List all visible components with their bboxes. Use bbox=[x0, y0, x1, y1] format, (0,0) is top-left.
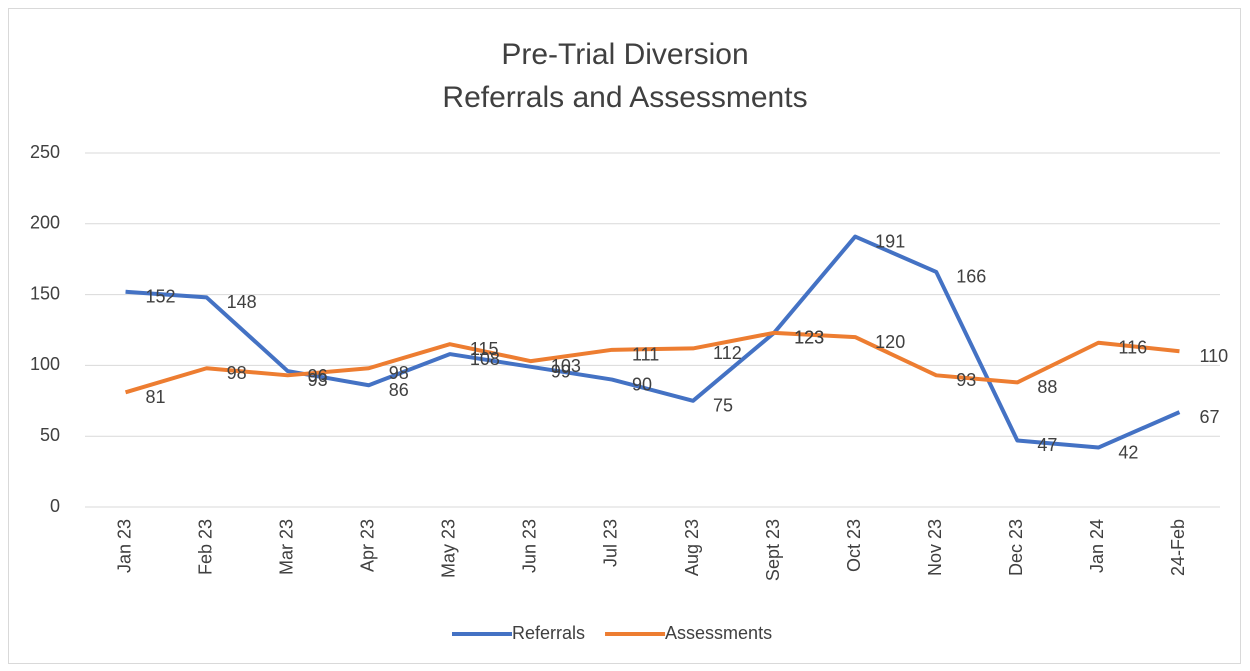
data-label: 148 bbox=[227, 292, 257, 312]
x-tick-label: Jul 23 bbox=[601, 519, 621, 567]
chart-frame bbox=[8, 8, 1241, 664]
x-tick-label: Jan 24 bbox=[1087, 519, 1107, 573]
y-tick-label: 150 bbox=[30, 283, 60, 303]
data-label: 75 bbox=[713, 396, 733, 416]
x-tick-label: May 23 bbox=[439, 519, 459, 578]
legend-label: Assessments bbox=[665, 623, 772, 643]
data-label: 42 bbox=[1118, 442, 1138, 462]
data-label: 120 bbox=[875, 332, 905, 352]
data-label: 86 bbox=[389, 380, 409, 400]
data-label: 112 bbox=[713, 343, 742, 363]
data-label: 47 bbox=[1037, 435, 1057, 455]
data-label: 88 bbox=[1037, 377, 1057, 397]
data-label: 81 bbox=[146, 387, 166, 407]
legend-label: Referrals bbox=[512, 623, 585, 643]
x-tick-label: Nov 23 bbox=[925, 519, 945, 576]
x-tick-label: Dec 23 bbox=[1006, 519, 1026, 576]
x-tick-label: Sept 23 bbox=[763, 519, 783, 581]
data-label: 90 bbox=[632, 374, 652, 394]
y-tick-label: 0 bbox=[50, 496, 60, 516]
x-tick-label: Oct 23 bbox=[844, 519, 864, 572]
data-label: 93 bbox=[956, 370, 976, 390]
y-tick-label: 200 bbox=[30, 213, 60, 233]
x-tick-label: 24-Feb bbox=[1168, 519, 1188, 576]
data-label: 123 bbox=[794, 328, 824, 348]
chart-subtitle: Referrals and Assessments bbox=[442, 81, 807, 114]
data-label: 99 bbox=[551, 362, 571, 382]
x-tick-label: Jan 23 bbox=[114, 519, 134, 573]
y-tick-label: 100 bbox=[30, 354, 60, 374]
data-label: 166 bbox=[956, 267, 986, 287]
data-label: 152 bbox=[146, 287, 176, 307]
data-label: 115 bbox=[470, 339, 499, 359]
data-label: 111 bbox=[632, 345, 659, 365]
y-tick-label: 50 bbox=[40, 425, 60, 445]
data-label: 123 bbox=[794, 328, 824, 348]
data-label: 108 bbox=[470, 349, 500, 369]
x-tick-label: Jun 23 bbox=[520, 519, 540, 573]
y-tick-label: 250 bbox=[30, 142, 60, 162]
chart-title: Pre-Trial Diversion bbox=[501, 38, 748, 71]
x-tick-label: Feb 23 bbox=[195, 519, 215, 575]
x-tick-label: Aug 23 bbox=[682, 519, 702, 576]
data-label: 67 bbox=[1199, 407, 1219, 427]
data-label: 110 bbox=[1199, 346, 1228, 366]
data-line bbox=[124, 330, 1180, 395]
data-label: 103 bbox=[551, 356, 581, 376]
data-label: 98 bbox=[227, 363, 247, 383]
data-label: 93 bbox=[308, 370, 328, 390]
x-tick-label: Apr 23 bbox=[358, 519, 378, 572]
x-tick-label: Mar 23 bbox=[276, 519, 296, 575]
data-label: 116 bbox=[1118, 337, 1147, 357]
data-label: 98 bbox=[389, 363, 409, 383]
data-label: 96 bbox=[308, 366, 328, 386]
data-label: 191 bbox=[875, 231, 905, 251]
